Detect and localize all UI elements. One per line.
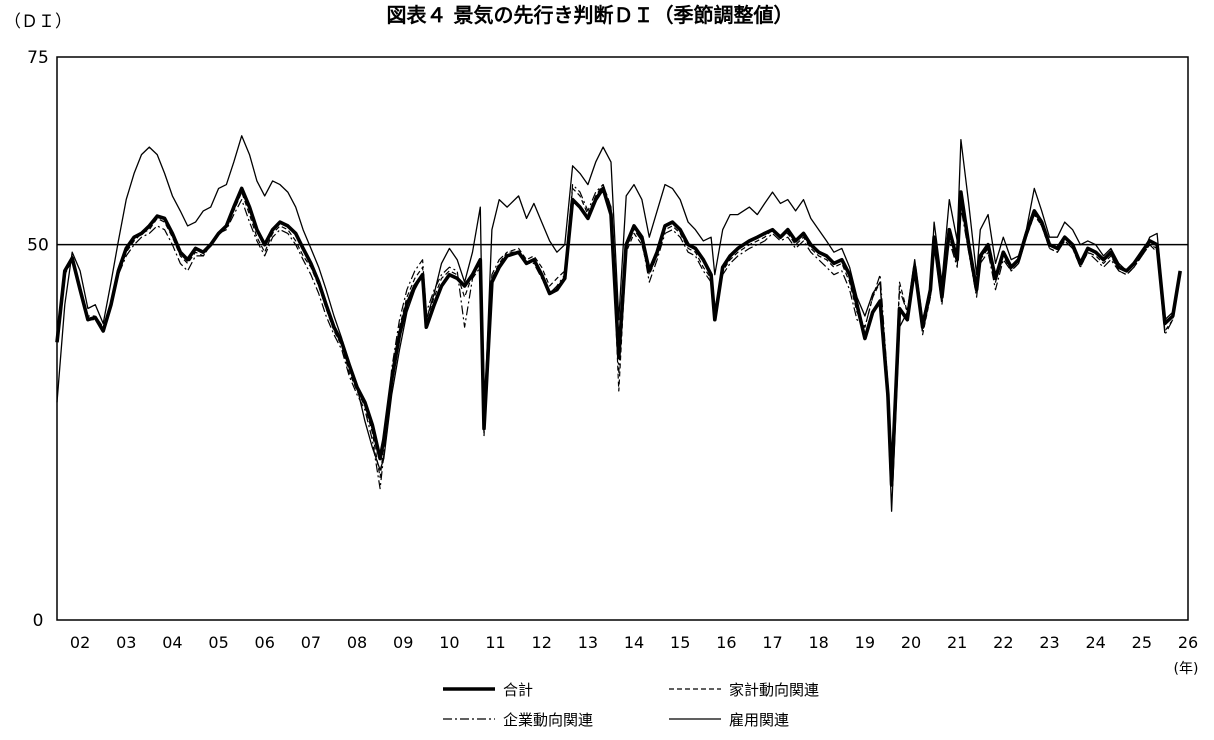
- plot-frame: [56, 56, 1189, 621]
- legend-label-1: 家計動向関連: [729, 681, 819, 699]
- x-tick-label: 18: [809, 633, 829, 652]
- x-axis-ticks: 02 03 04 05 06 07 08 09 10 11 12 13 14 15 16 17 18 19 20 21…: [70, 633, 1198, 652]
- x-tick-label: 08: [347, 633, 367, 652]
- x-tick-label: 22: [993, 633, 1013, 652]
- series-group: [55, 135, 1182, 512]
- x-tick-label: 24: [1085, 633, 1105, 652]
- x-tick-label: 07: [301, 633, 321, 652]
- x-tick-label: 04: [162, 633, 182, 652]
- x-tick-label: 16: [716, 633, 736, 652]
- x-tick-label: 23: [1039, 633, 1059, 652]
- x-tick-label: 12: [532, 633, 552, 652]
- x-tick-label: 05: [208, 633, 228, 652]
- y-tick-label: 75: [27, 48, 49, 68]
- y-tick-label: 50: [27, 236, 49, 256]
- y-axis-ticks: 0 50 75: [27, 48, 49, 631]
- x-tick-label: 11: [485, 633, 505, 652]
- chart-title: 図表４ 景気の先行き判断ＤＩ（季節調整値）: [387, 3, 794, 27]
- x-tick-label: 19: [855, 633, 875, 652]
- y-axis-unit-label: （ＤＩ）: [4, 12, 72, 32]
- legend-label-2: 企業動向関連: [503, 711, 593, 729]
- x-tick-label: 03: [116, 633, 136, 652]
- x-axis-unit-label: (年): [1174, 661, 1199, 677]
- x-tick-label: 21: [947, 633, 967, 652]
- y-tick-label: 0: [33, 611, 44, 631]
- x-tick-label: 17: [762, 633, 782, 652]
- x-tick-label: 15: [670, 633, 690, 652]
- legend-label-0: 合計: [503, 681, 533, 699]
- x-tick-label: 02: [70, 633, 90, 652]
- series-line-3: [56, 135, 1181, 512]
- x-tick-label: 10: [439, 633, 459, 652]
- x-tick-label: 09: [393, 633, 413, 652]
- series-line-0: [55, 186, 1182, 487]
- x-tick-label: 06: [255, 633, 275, 652]
- x-tick-label: 14: [624, 633, 644, 652]
- x-tick-label: 13: [578, 633, 598, 652]
- x-tick-label: 25: [1132, 633, 1152, 652]
- x-tick-label: 20: [901, 633, 921, 652]
- x-tick-label: 26: [1178, 633, 1198, 652]
- legend-label-3: 雇用関連: [729, 711, 789, 729]
